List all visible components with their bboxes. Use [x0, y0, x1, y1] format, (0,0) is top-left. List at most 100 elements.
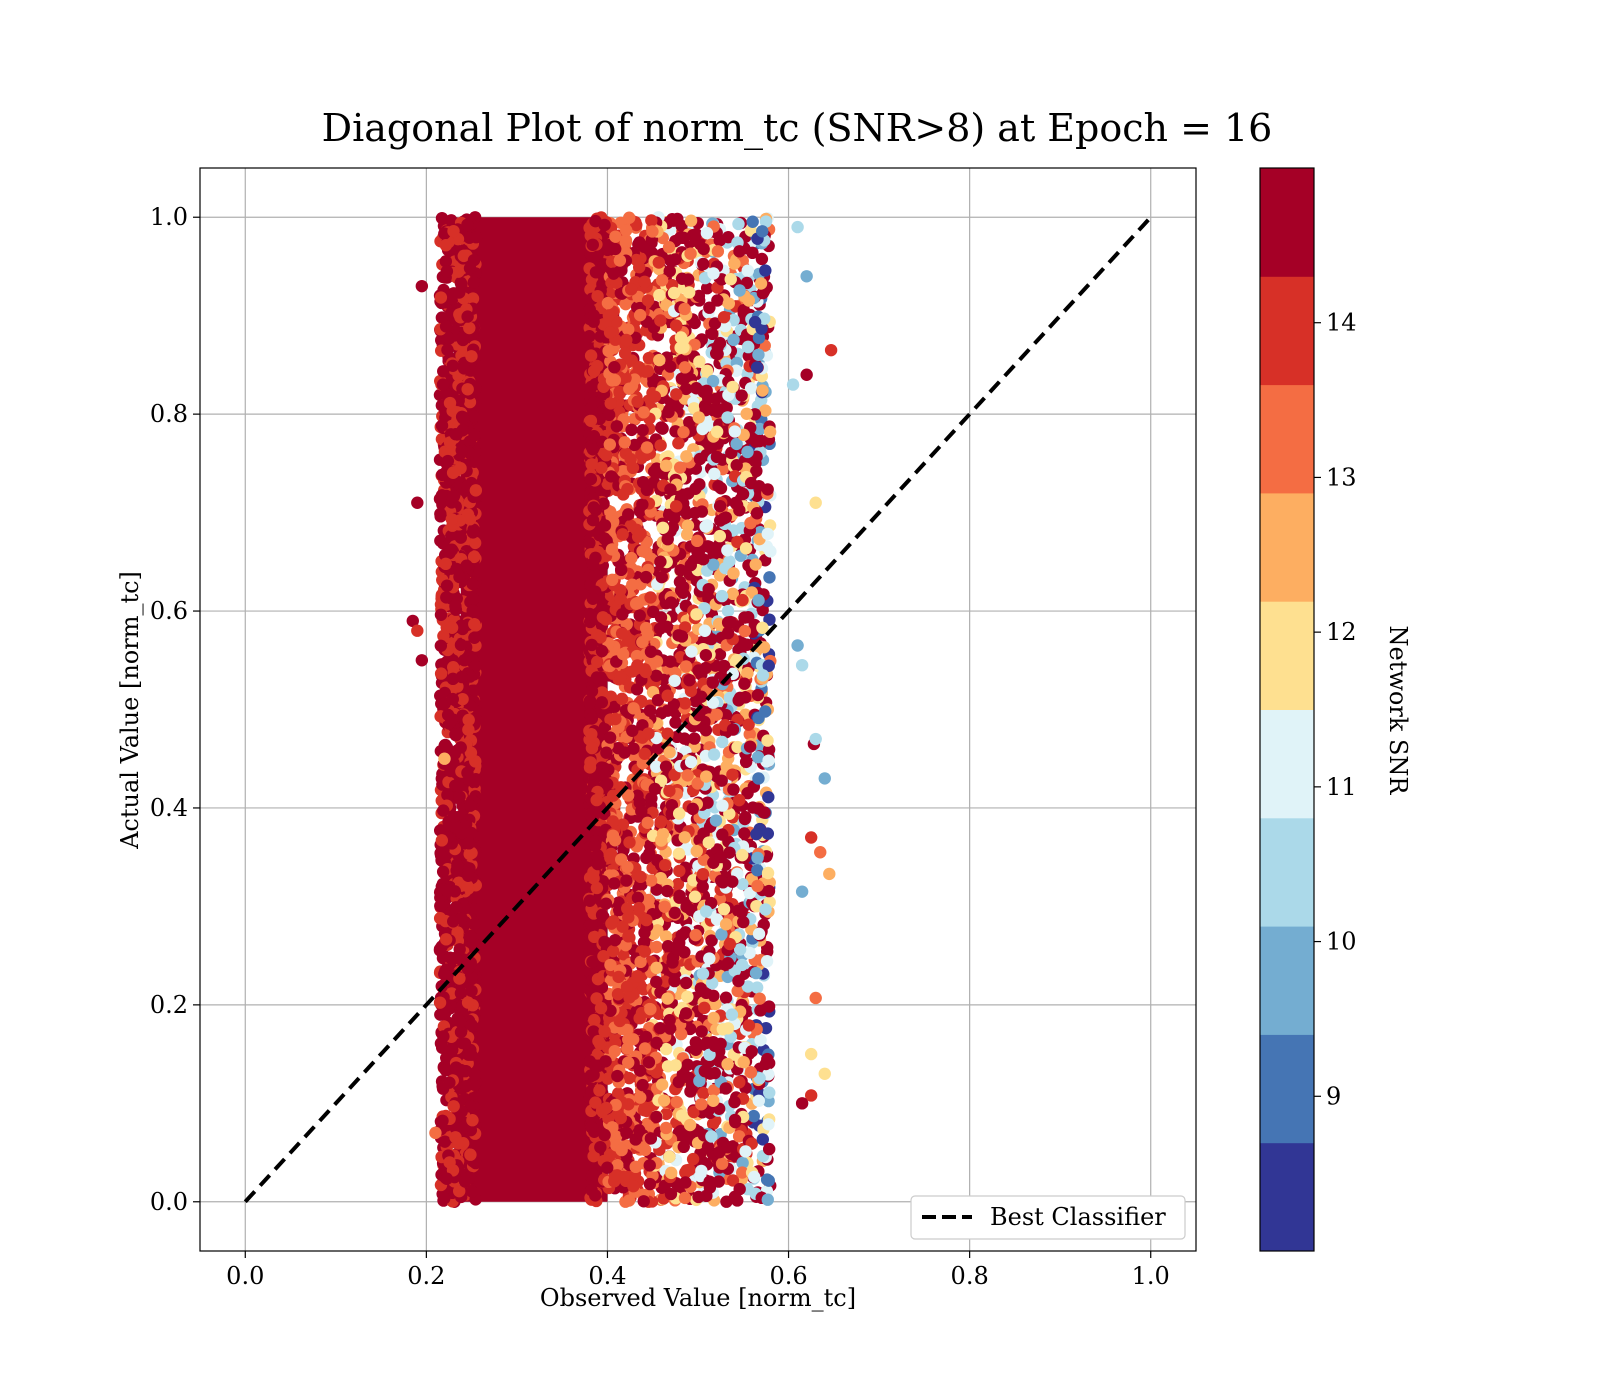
- scatter-point: [652, 256, 666, 269]
- scatter-point: [673, 891, 686, 904]
- scatter-point: [726, 1174, 740, 1187]
- scatter-point: [604, 851, 617, 864]
- scatter-point: [741, 666, 754, 680]
- scatter-point: [749, 558, 762, 571]
- scatter-point: [735, 958, 749, 972]
- scatter-point: [469, 230, 483, 244]
- scatter-point: [619, 224, 633, 237]
- scatter-point: [750, 450, 763, 463]
- scatter-point: [591, 289, 604, 303]
- scatter-point: [587, 309, 600, 322]
- scatter-point: [759, 1057, 773, 1071]
- scatter-point: [643, 847, 656, 860]
- scatter-point: [583, 696, 596, 710]
- scatter-point: [605, 470, 618, 483]
- scatter-point: [738, 812, 752, 826]
- scatter-point: [463, 321, 476, 335]
- scatter-point: [753, 992, 766, 1005]
- scatter-point: [731, 535, 744, 549]
- scatter-point: [717, 659, 731, 673]
- scatter-point: [650, 1036, 663, 1050]
- scatter-point: [641, 816, 654, 829]
- scatter-point: [732, 793, 746, 807]
- scatter-point: [715, 774, 728, 787]
- scatter-point: [434, 639, 448, 652]
- scatter-point: [689, 227, 703, 241]
- scatter-point: [695, 1025, 708, 1038]
- scatter-point: [721, 411, 734, 424]
- scatter-point: [688, 732, 701, 745]
- scatter-point: [632, 261, 646, 274]
- scatter-point: [467, 592, 480, 605]
- scatter-point: [624, 283, 638, 296]
- scatter-point: [468, 617, 481, 631]
- scatter-point: [696, 867, 710, 881]
- scatter-point: [437, 657, 450, 671]
- scatter-point: [692, 411, 705, 424]
- scatter-point: [589, 1189, 602, 1202]
- scatter-point: [664, 1187, 678, 1201]
- scatter-point: [698, 1001, 711, 1015]
- scatter-point: [696, 422, 709, 436]
- scatter-point: [659, 1121, 673, 1135]
- scatter-point: [741, 340, 755, 354]
- scatter-point: [624, 452, 637, 466]
- scatter-point: [463, 395, 477, 409]
- scatter-point: [664, 1166, 678, 1180]
- scatter-point: [614, 670, 627, 684]
- scatter-point: [696, 880, 709, 893]
- scatter-point: [672, 807, 686, 820]
- scatter-point: [741, 445, 754, 459]
- scatter-point: [594, 1141, 607, 1154]
- scatter-point: [713, 499, 727, 513]
- scatter-point: [742, 611, 755, 624]
- scatter-point: [675, 929, 688, 942]
- scatter-point: [625, 423, 638, 437]
- scatter-point: [728, 1095, 741, 1109]
- scatter-point: [710, 425, 724, 438]
- scatter-point: [619, 234, 633, 247]
- scatter-point: [701, 540, 715, 553]
- scatter-point: [436, 1082, 450, 1095]
- scatter-point: [598, 532, 611, 545]
- scatter-point: [449, 901, 463, 914]
- scatter-point: [641, 628, 655, 641]
- scatter-point: [449, 951, 462, 965]
- scatter-point: [438, 967, 451, 981]
- scatter-point: [717, 310, 731, 324]
- scatter-point: [447, 489, 461, 503]
- scatter-point: [654, 555, 667, 568]
- scatter-point: [443, 396, 457, 410]
- scatter-point: [682, 273, 695, 286]
- scatter-point: [762, 1118, 775, 1131]
- scatter-point: [435, 419, 449, 432]
- scatter-point: [688, 316, 701, 330]
- scatter-point: [644, 1003, 657, 1016]
- scatter-point: [451, 859, 464, 873]
- scatter-point: [586, 1168, 600, 1182]
- scatter-point: [585, 918, 598, 932]
- scatter-point: [721, 957, 735, 970]
- scatter-point: [645, 792, 658, 805]
- scatter-point: [692, 1190, 705, 1204]
- scatter-point: [744, 476, 758, 490]
- scatter-point: [693, 452, 707, 466]
- scatter-point: [604, 958, 617, 972]
- scatter-point: [754, 1004, 767, 1017]
- scatter-point: [465, 984, 478, 998]
- scatter-point: [710, 708, 723, 721]
- scatter-point: [655, 274, 669, 287]
- scatter-point: [616, 647, 630, 661]
- scatter-point: [733, 1076, 746, 1089]
- scatter-point: [673, 231, 687, 245]
- scatter-point: [708, 467, 721, 481]
- scatter-point: [695, 690, 708, 703]
- scatter-point: [585, 727, 598, 741]
- scatter-point: [606, 944, 620, 958]
- scatter-point: [611, 1069, 624, 1083]
- scatter-point: [698, 624, 712, 637]
- scatter-point: [608, 373, 622, 387]
- scatter-point: [622, 323, 635, 336]
- scatter-point: [612, 970, 625, 984]
- scatter-point: [643, 1177, 657, 1191]
